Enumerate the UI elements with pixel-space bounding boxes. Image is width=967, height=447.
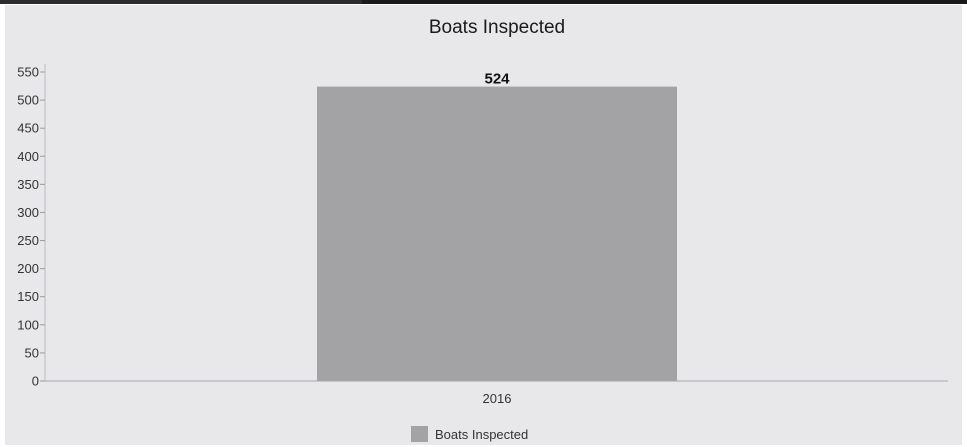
top-strip-tab [0,0,362,4]
data-label-2016: 524 [484,71,510,88]
y-tick-label: 150 [17,289,39,304]
y-tick-label: 450 [17,121,39,136]
y-tick-label: 250 [17,233,39,248]
y-tick-label: 550 [17,65,39,80]
y-tick-label: 350 [17,177,39,192]
y-tick-label: 100 [17,317,39,332]
x-tick-label: 2016 [483,391,512,406]
top-strip [0,0,967,4]
y-tick-label: 200 [17,261,39,276]
legend-swatch[interactable] [411,426,428,442]
y-tick-label: 50 [25,345,39,360]
chart-title: Boats Inspected [429,17,565,38]
y-tick-label: 0 [32,374,39,389]
y-tick-label: 300 [17,205,39,220]
bar-2016 [317,86,677,381]
legend-label[interactable]: Boats Inspected [435,427,528,442]
y-tick-label: 500 [17,93,39,108]
y-tick-label: 400 [17,149,39,164]
